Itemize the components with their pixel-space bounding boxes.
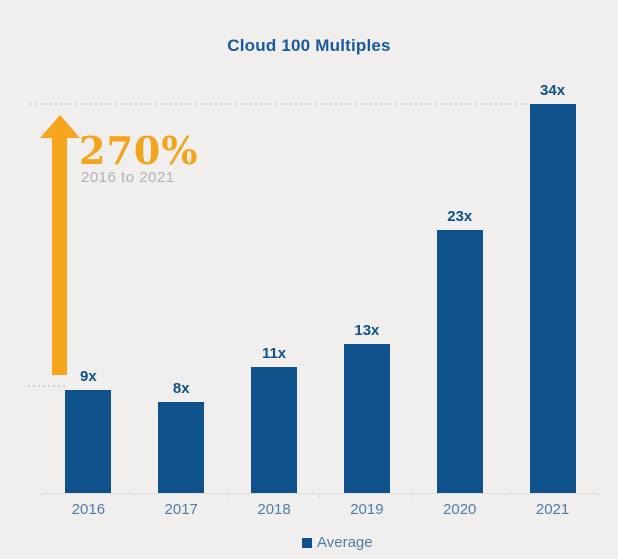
x-axis-label: 2020 <box>443 501 477 518</box>
axis-tick <box>133 494 135 499</box>
axis-tick <box>226 494 228 499</box>
axis-tick <box>597 494 599 499</box>
bar-2016 <box>65 390 112 493</box>
bar-2019 <box>343 344 390 493</box>
chart-title: Cloud 100 Multiples <box>227 36 391 55</box>
growth-percent-label: 270% <box>79 128 199 173</box>
axis-tick <box>319 494 321 499</box>
axis-tick <box>41 494 42 499</box>
x-axis-label: 2016 <box>71 501 106 518</box>
growth-arrow-shaft <box>52 134 67 375</box>
legend-swatch-average <box>302 537 312 548</box>
growth-arrow-head-icon <box>40 115 80 138</box>
bar-value-label: 11x <box>261 345 287 362</box>
bar-value-label: 8x <box>172 380 190 397</box>
x-axis-label: 2021 <box>535 501 570 518</box>
legend: Average <box>302 534 373 551</box>
bar-2021 <box>529 104 576 493</box>
bar-2020 <box>436 230 483 493</box>
reference-line-9x <box>28 385 65 387</box>
bar-value-label: 9x <box>80 368 97 385</box>
reference-line-34x <box>30 103 529 105</box>
bar-value-label: 23x <box>447 208 473 225</box>
legend-label: Average <box>317 534 373 551</box>
x-axis-label: 2019 <box>350 501 384 518</box>
bar-value-label: 34x <box>540 82 566 99</box>
axis-tick <box>412 494 414 499</box>
x-axis-label: 2018 <box>257 501 291 518</box>
x-axis-label: 2017 <box>164 501 198 518</box>
x-axis-line <box>41 493 599 494</box>
bar-value-label: 13x <box>354 322 380 339</box>
growth-range-label: 2016 to 2021 <box>81 169 175 186</box>
bar-2018 <box>251 367 298 493</box>
bar-2017 <box>158 402 205 493</box>
axis-tick <box>505 494 507 499</box>
